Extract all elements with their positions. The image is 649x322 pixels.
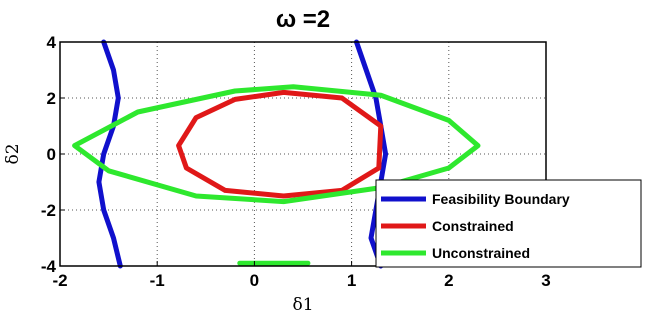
feasibility-boundary-line [96, 39, 123, 269]
legend-label-unconstrained: Unconstrained [432, 245, 530, 261]
y-tick-label: 0 [47, 145, 56, 164]
legend-items: Feasibility Boundary Constrained Unconstra… [381, 191, 570, 261]
x-tick-label: 3 [541, 271, 550, 290]
unconstrained-line [72, 84, 481, 205]
x-tick-label: 2 [444, 271, 453, 290]
y-tick-label: 4 [47, 33, 57, 52]
x-tick-label: -1 [150, 271, 165, 290]
y-tick-label: -4 [41, 257, 57, 276]
x-tick-label: 0 [250, 271, 259, 290]
series-layer [72, 39, 481, 269]
grid-layer [60, 42, 546, 266]
y-tick-label: 2 [47, 89, 56, 108]
legend: Feasibility Boundary Constrained Unconstra… [375, 179, 642, 268]
y-axis-label: δ2 [3, 143, 23, 164]
feasibility-boundary-line [354, 39, 389, 269]
x-tick-label: -2 [52, 271, 67, 290]
x-axis-label: δ1 [292, 295, 313, 315]
legend-label-feasibility-boundary: Feasibility Boundary [432, 191, 570, 207]
constrained-line [176, 89, 384, 199]
chart-title: ω =2 [276, 6, 330, 33]
x-tick-label: 1 [347, 271, 356, 290]
legend-label-constrained: Constrained [432, 218, 514, 234]
y-tick-label: -2 [41, 201, 56, 220]
